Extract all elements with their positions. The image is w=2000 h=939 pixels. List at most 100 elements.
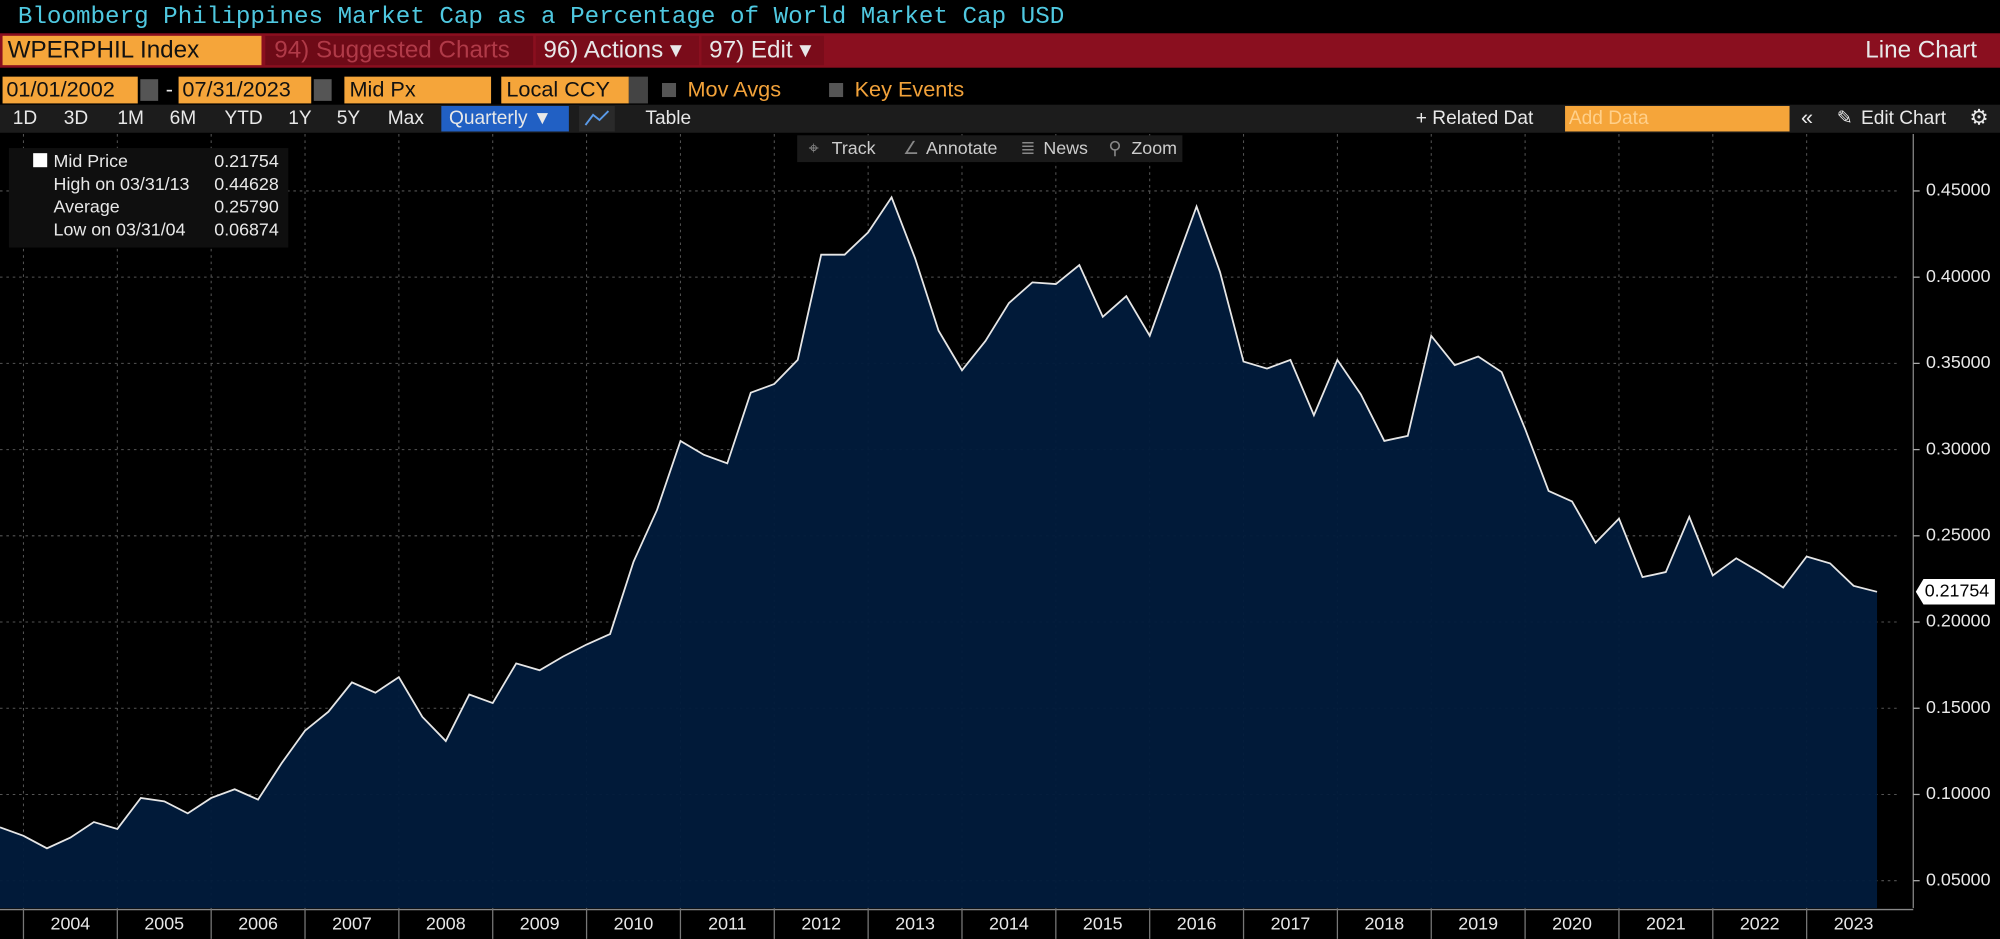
- tool[interactable]: News: [1043, 138, 1088, 158]
- menu-label: 94) Suggested Charts: [274, 37, 510, 64]
- start-date-text: 01/01/2002: [6, 76, 114, 101]
- x-tick-label: 2021: [1646, 914, 1686, 934]
- add-data: Add Data: [1569, 108, 1649, 129]
- line: [0, 195, 1878, 850]
- x-tick-label: 2018: [1364, 914, 1404, 934]
- window-title: Bloomberg Philippines Market Cap as a Pe…: [18, 4, 1064, 31]
- legend-label: Low on 03/31/04: [54, 220, 186, 240]
- related-data[interactable]: + Related Dat: [1416, 108, 1534, 129]
- collapse-icon[interactable]: «: [1801, 104, 1813, 129]
- y-tick-label: 0.35000: [1926, 352, 1991, 372]
- start-date[interactable]: [2, 76, 138, 104]
- option: Key Events: [855, 76, 965, 101]
- x-tick-label: 2009: [520, 914, 560, 934]
- x-tick-label: 2019: [1458, 914, 1498, 934]
- legend: Mid Price 0.21754 High on 03/31/13 0.44628 A…: [54, 151, 279, 240]
- tools: ⌖ Track ∠ Annotate ≣ News ⚲ Zoom: [809, 138, 1177, 158]
- dropdown[interactable]: [628, 76, 648, 104]
- x-tick-label: 2015: [1083, 914, 1123, 934]
- edit-chart[interactable]: Edit Chart: [1861, 108, 1947, 129]
- tool[interactable]: Track: [832, 138, 876, 158]
- legend-swatch: [33, 153, 48, 168]
- menu-label: 97) Edit ▾: [709, 37, 811, 64]
- plot-area: 0.05000 0.10000 0.15000 0.20000 0.25000 0.300…: [0, 134, 2000, 939]
- x-tick-label: 2008: [426, 914, 466, 934]
- x-tick-label: 2012: [801, 914, 841, 934]
- x-tick-label: 2006: [238, 914, 278, 934]
- x-tick-label: 2007: [332, 914, 372, 934]
- menu-label: 96) Actions ▾: [543, 37, 682, 64]
- period-button[interactable]: [441, 105, 569, 132]
- option: Mov Avgs: [688, 76, 782, 101]
- legend-value: 0.21754: [214, 151, 279, 171]
- range-button[interactable]: 6M: [170, 108, 197, 129]
- x-tick-label: 2004: [51, 914, 91, 934]
- range-button[interactable]: 1D: [13, 108, 37, 129]
- range-buttons: 1D 3D 1M 6M YTD 1Y 5Y Max: [13, 108, 425, 129]
- end-date-text: 07/31/2023: [182, 76, 290, 101]
- field-text: Mid Px: [349, 76, 415, 101]
- x-tick-label: 2014: [989, 914, 1029, 934]
- legend-value: 0.44628: [214, 174, 279, 194]
- range-button[interactable]: 1Y: [288, 108, 312, 129]
- x-tick-label: 2016: [1177, 914, 1217, 934]
- menu-item[interactable]: [701, 35, 824, 66]
- legend-value: 0.06874: [214, 220, 279, 240]
- legend-label: High on 03/31/13: [54, 174, 190, 194]
- x-tick-label: 2022: [1740, 914, 1780, 934]
- x-tick-label: 2023: [1834, 914, 1874, 934]
- tool[interactable]: Annotate: [926, 138, 998, 158]
- x-tick-label: 2013: [895, 914, 935, 934]
- checkbox[interactable]: [661, 83, 677, 98]
- y-tick-label: 0.25000: [1926, 525, 1991, 545]
- end-date[interactable]: [178, 76, 312, 104]
- date-dash: -: [166, 76, 173, 101]
- last-value-label: 0.21754: [1925, 581, 1990, 601]
- add-data-box[interactable]: [1565, 105, 1790, 132]
- currency-select[interactable]: [501, 76, 629, 104]
- last-value-tag: [1915, 579, 1995, 605]
- menu-item[interactable]: [265, 35, 534, 66]
- x-tick-label: 2010: [614, 914, 654, 934]
- ticker: WPERPHIL Index: [8, 37, 200, 64]
- chart-kind: Line Chart: [1865, 37, 1977, 64]
- settings-icon[interactable]: ⚙: [1969, 104, 1988, 129]
- tool-icon: ⌖: [809, 138, 819, 158]
- calendar-icon[interactable]: [313, 79, 332, 101]
- range-button[interactable]: Max: [388, 108, 425, 129]
- checkbox[interactable]: [829, 83, 844, 98]
- range-button[interactable]: YTD: [224, 108, 262, 129]
- y-tick-label: 0.05000: [1926, 869, 1991, 889]
- icon-glyph: [584, 110, 610, 126]
- y-tick-label: 0.10000: [1926, 783, 1991, 803]
- y-tick-label: 0.45000: [1926, 180, 1991, 200]
- range-button[interactable]: 5Y: [337, 108, 361, 129]
- legend-value: 0.25790: [214, 197, 279, 217]
- tool-icon: ≣: [1020, 138, 1035, 158]
- table-button[interactable]: Table: [645, 108, 691, 129]
- ticker-box[interactable]: [2, 35, 262, 66]
- x-axis-band: [0, 908, 2000, 939]
- period: Quarterly ▼: [449, 108, 552, 129]
- tool-bar: [797, 135, 1183, 163]
- x-tick-label: 2020: [1552, 914, 1592, 934]
- legend-box: [8, 148, 289, 248]
- y-tick-label: 0.30000: [1926, 438, 1991, 458]
- legend-label: Average: [54, 197, 120, 217]
- x-tick-label: 2017: [1271, 914, 1311, 934]
- legend-label: Mid Price: [54, 151, 128, 171]
- range-button[interactable]: 3D: [64, 108, 88, 129]
- tool-icon: ⚲: [1108, 138, 1121, 158]
- menu-item[interactable]: [535, 35, 699, 66]
- field-select[interactable]: [344, 76, 492, 104]
- calendar-icon[interactable]: [140, 79, 159, 101]
- area: [0, 197, 1878, 909]
- tool[interactable]: Zoom: [1131, 138, 1177, 158]
- tool-icon: ∠: [903, 138, 919, 158]
- range-button[interactable]: 1M: [117, 108, 144, 129]
- pencil-icon: ✎: [1837, 108, 1853, 129]
- x-tick-label: 2005: [144, 914, 184, 934]
- y-tick-label: 0.40000: [1926, 266, 1991, 286]
- x-tick-label: 2011: [708, 914, 746, 934]
